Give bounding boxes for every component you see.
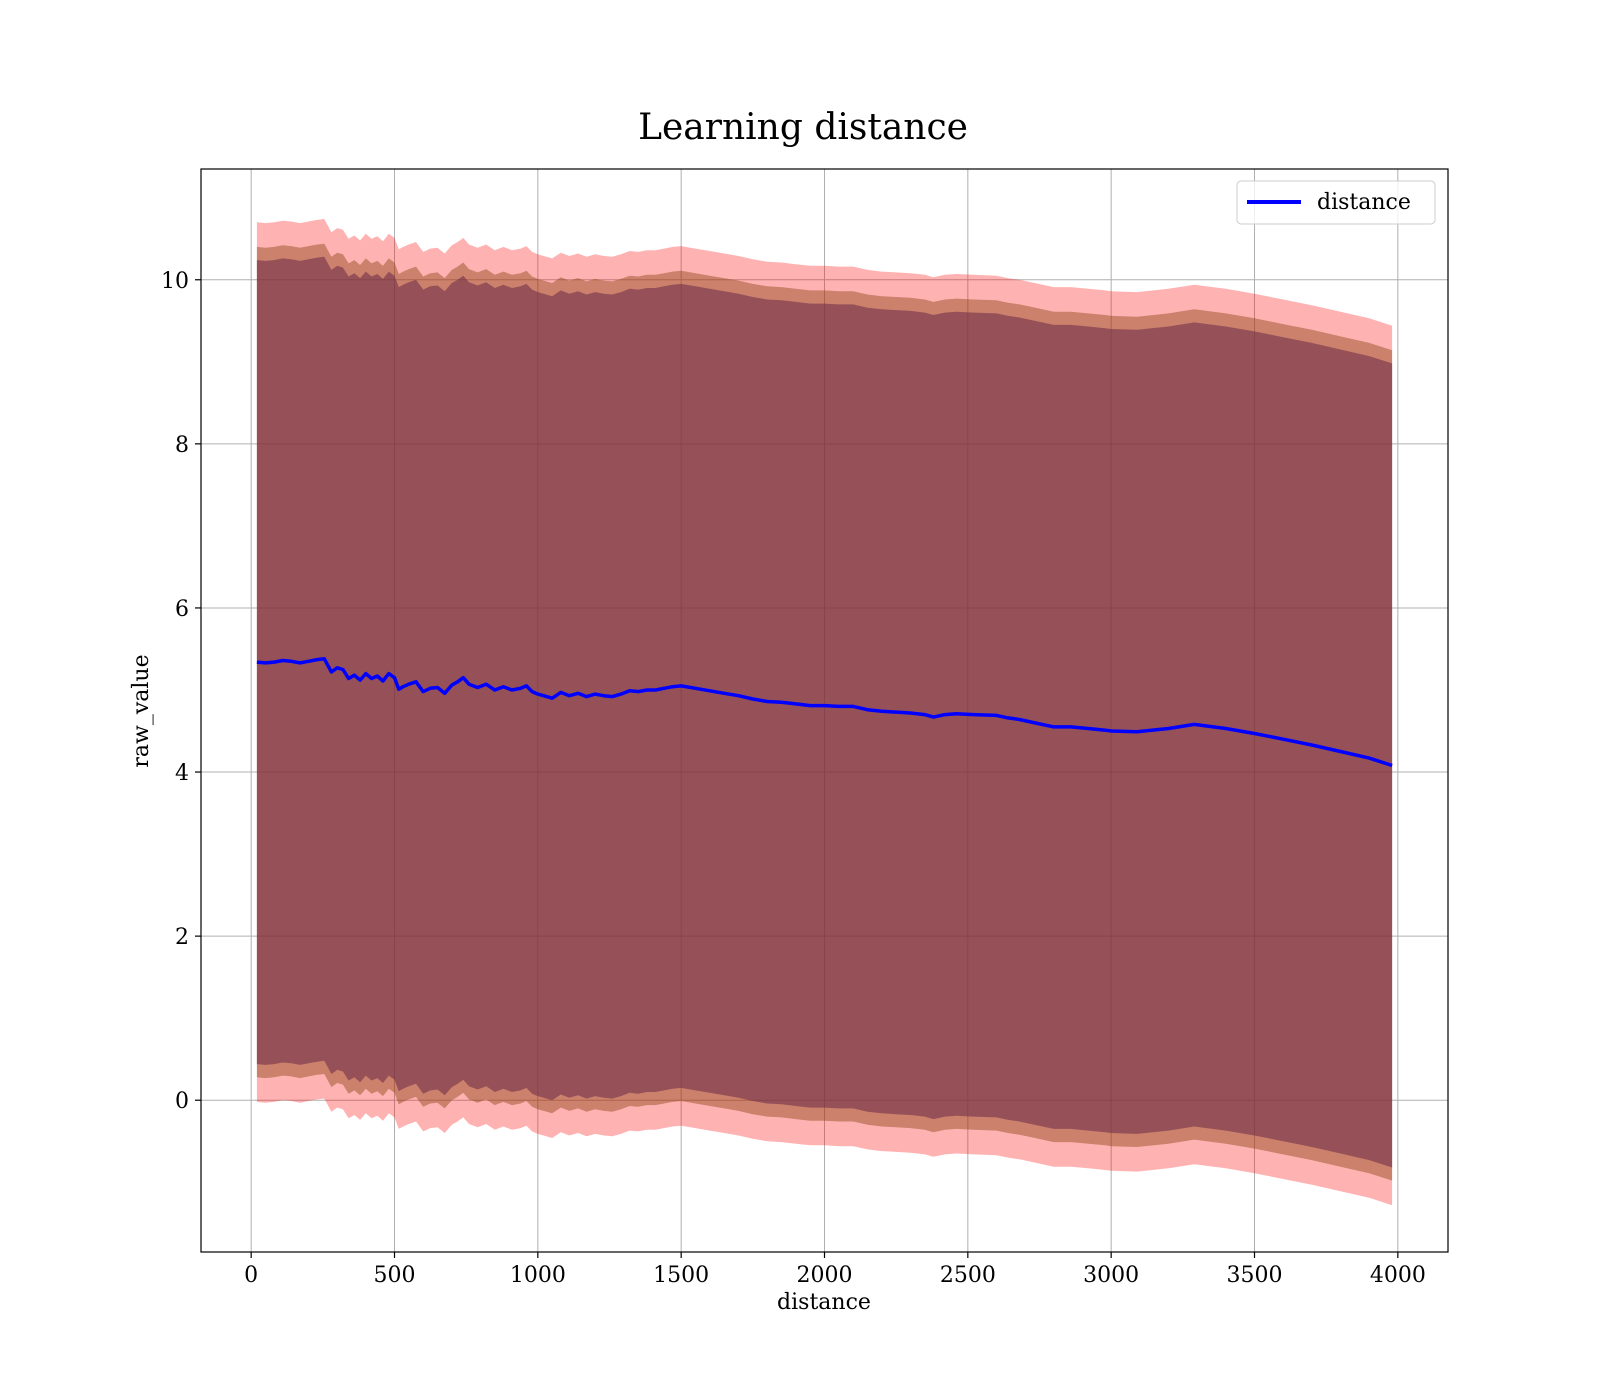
x-tick-label: 1500 — [653, 1263, 709, 1288]
series-lines — [256, 657, 1393, 768]
y-tick-label: 0 — [175, 1089, 189, 1114]
legend: distance — [1236, 180, 1436, 225]
y-tick-label: 8 — [175, 433, 189, 458]
x-tick-label: 500 — [374, 1263, 416, 1288]
x-tick-label: 0 — [244, 1263, 258, 1288]
x-tick-label: 3000 — [1083, 1263, 1139, 1288]
series-line-distance — [256, 657, 1393, 768]
x-tick-label: 1000 — [510, 1263, 566, 1288]
x-tick-label: 2500 — [940, 1263, 996, 1288]
y-tick-label: 4 — [175, 761, 189, 786]
y-tick-label: 6 — [175, 597, 189, 622]
legend-label-distance: distance — [1317, 190, 1411, 215]
band-inner — [256, 256, 1393, 1168]
y-tick-label: 2 — [175, 925, 189, 950]
x-tick-label: 4000 — [1370, 1263, 1426, 1288]
y-axis-ticks: 0 2 4 6 8 10 — [161, 269, 201, 1114]
plot-area — [200, 168, 1449, 1253]
legend-box — [1236, 180, 1436, 225]
x-tick-label: 3500 — [1227, 1263, 1283, 1288]
confidence-bands — [256, 219, 1393, 1206]
y-tick-label: 10 — [161, 269, 189, 294]
y-axis-title: raw_value — [129, 654, 154, 767]
x-axis-ticks: 0 500 1000 1500 2000 2500 3000 3500 4000 — [244, 1252, 1426, 1288]
x-tick-label: 2000 — [797, 1263, 853, 1288]
x-axis-title: distance — [777, 1290, 871, 1315]
chart-title: Learning distance — [638, 107, 968, 148]
